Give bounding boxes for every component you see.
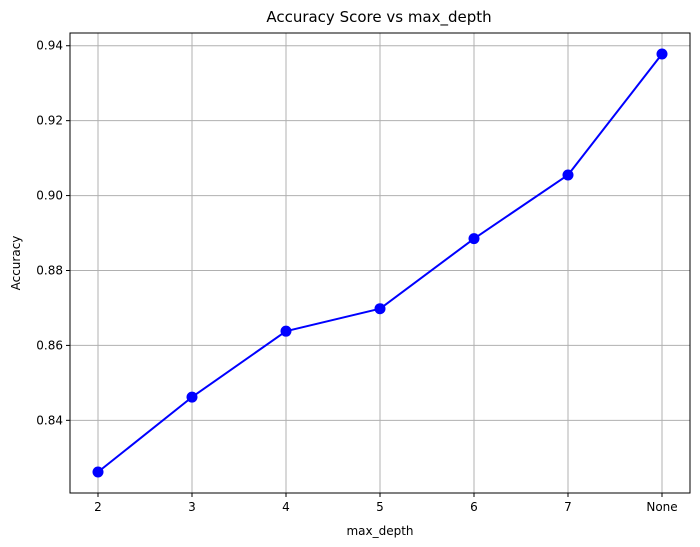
data-point — [280, 325, 292, 337]
y-tick-label: 0.86 — [36, 338, 63, 352]
x-tick-label: 6 — [470, 500, 478, 514]
y-axis: 0.84 0.86 0.88 0.90 0.92 0.94 — [36, 39, 70, 427]
x-axis-label: max_depth — [346, 524, 413, 538]
y-tick-label: 0.92 — [36, 114, 63, 128]
x-tick-label: 5 — [376, 500, 384, 514]
y-tick-label: 0.84 — [36, 413, 63, 427]
data-point — [562, 169, 574, 181]
x-tick-label: 7 — [564, 500, 572, 514]
y-tick-label: 0.88 — [36, 263, 63, 277]
grid — [70, 33, 690, 493]
x-tick-label: 3 — [188, 500, 196, 514]
data-point — [468, 233, 480, 245]
chart-title: Accuracy Score vs max_depth — [266, 8, 491, 27]
data-point — [656, 48, 668, 60]
data-point — [186, 391, 198, 403]
y-tick-label: 0.94 — [36, 39, 63, 53]
data-point — [92, 466, 104, 478]
data-point — [374, 303, 386, 315]
x-tick-label: None — [646, 500, 677, 514]
data-points — [92, 48, 668, 478]
y-axis-label: Accuracy — [9, 236, 23, 291]
plot-frame — [69, 32, 691, 494]
x-axis: 2 3 4 5 6 7 None — [94, 493, 678, 514]
x-tick-label: 2 — [94, 500, 102, 514]
x-tick-label: 4 — [282, 500, 290, 514]
y-tick-label: 0.90 — [36, 189, 63, 203]
